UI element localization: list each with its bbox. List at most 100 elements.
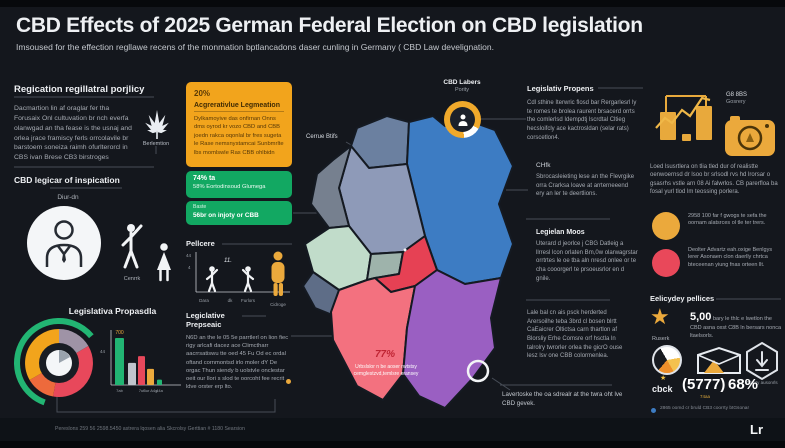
footnote-dot-icon (651, 408, 656, 413)
map-region-bavaria (402, 269, 502, 409)
bar (115, 338, 124, 385)
pictogram-y-tick: 44 (186, 253, 192, 258)
green-card-1-line1: 74% ta (193, 175, 216, 182)
red-bullet-icon (652, 249, 680, 277)
yellow-bullet-text: 2958 100 far f gwogs te sefa the oornam … (688, 213, 767, 227)
doctor-icon (27, 206, 101, 280)
col5-body: Loed lsusrtlera on tlia tled dur of real… (650, 164, 778, 196)
census-label: Cerrue Btifs (306, 134, 338, 140)
connector-line (491, 377, 511, 391)
proposals-heading: Legislativa Propasdla (68, 306, 157, 316)
green-card-1: 74% ta 58% Eortodinsoud Glumega (186, 171, 292, 198)
badge-label-line2: Pority (454, 87, 470, 93)
page-title: CBD Effects of 2025 German Federal Elect… (16, 14, 643, 37)
footer-band (0, 418, 785, 441)
yellow-marker-dot (286, 379, 291, 384)
brand-logo: Lr (750, 422, 763, 437)
green-card-1-line2: 58% Eortodinsoud Glumega (193, 184, 266, 190)
col4-body4: Lale bal cn ais psck herderted Arersoilh… (527, 310, 623, 360)
badge-person-glyph (458, 114, 467, 126)
map-region-west-grey (310, 145, 352, 229)
raised-arm-figure-icon (121, 224, 143, 269)
cannabis-leaf-label: Berlemtion (142, 141, 170, 147)
left-section2-sublabel: Diur-dn (57, 194, 79, 201)
pie-mini-icon (652, 345, 682, 375)
star-icon: ★ (650, 304, 670, 329)
cannabis-leaf-icon (145, 110, 169, 139)
map-sw-caption: Urbslslor n be aoser rwtstsy cemglestzvd… (353, 364, 419, 377)
orange-card-body: Dylkamoyive das onfirnan Onns dms oyrod … (194, 116, 284, 156)
people-figures-icon (121, 224, 171, 282)
map-highlight-circle (466, 359, 490, 383)
badge-labels: CBD Labers Pority (436, 79, 488, 93)
check-label: cbck (652, 384, 673, 394)
hexagon-download-icon (746, 341, 778, 381)
pictogram-x-label: dk (228, 298, 234, 303)
donut-center-wedge (59, 350, 70, 363)
donut-chart (14, 318, 104, 408)
bar-value-label: 700 (115, 330, 124, 336)
finance-chart-labels: G8 8BS Gosrery (726, 92, 747, 105)
bottom-strip (0, 441, 785, 448)
badge-label-line1: CBD Labers (443, 79, 481, 86)
bar-x-label: 44a (156, 388, 163, 393)
orange-card: 20% Acgrerativlue Legmeation Dylkamoyive… (186, 82, 292, 167)
col4-subheading: CHfk (536, 162, 551, 169)
legprep-heading: Legiclative Prepseaic (186, 311, 225, 329)
bar (157, 379, 162, 385)
pictogram-x-label: Furlors (241, 298, 256, 303)
bar-y-tick: 44 (100, 349, 106, 354)
check-star-icon: ★ (660, 375, 667, 382)
pictogram-figure-white-1 (205, 266, 219, 293)
left-section1-body: Dacmartion lin af oraglar fer tha Forusa… (14, 105, 132, 162)
pictogram-figure-orange (271, 251, 285, 296)
pictogram-figure-white-2 (241, 266, 255, 293)
pictogram-x-label: Dara (199, 298, 209, 303)
bar-x-label: 5ur A4g (144, 388, 158, 393)
legprep-body: N6D an the le 05 5e parrtlerl on lion fi… (186, 335, 289, 391)
finance-chart-label-line1: G8 8BS (726, 92, 748, 98)
col4-caption: Lavertoske the oa sdrealr at the twra oh… (502, 391, 623, 407)
pictogram-chart: 44 4 11. Dara dk Furlors Cidroge (186, 251, 290, 307)
pictogram-y-tick: 4 (188, 265, 191, 270)
camera-icon (725, 116, 775, 156)
star-text: bary le thlc e lwetlon the CBD asna oxst… (690, 316, 782, 340)
bar-x-label: 7ab (116, 388, 123, 393)
map-dot (403, 248, 407, 252)
bar (128, 362, 136, 385)
pictogram-annotation: 11. (224, 258, 232, 264)
star-label: Ruserk (652, 336, 670, 342)
policies-heading: Eelicydey pellices (650, 294, 715, 303)
col4-heading: Legislativ Propens (527, 84, 594, 93)
col5-footnote: 2865 oomd cr bruld CB3 coorrty btGsonar (660, 406, 750, 411)
col4-body3: Uterard d jeorlce j CBG Datleig a llrres… (536, 241, 638, 282)
bar-x-label: 7ut (139, 388, 145, 393)
germany-map (302, 115, 514, 409)
green-card-2-line1: Baste (193, 204, 207, 210)
map-region-saar (302, 271, 340, 317)
green-card-2-line2: 56br on injoty or CBB (193, 212, 259, 219)
female-figure-icon (157, 243, 171, 282)
col4-body2: Sbrocasleieting lese an the Flevrgike or… (536, 174, 635, 198)
top-strip (0, 0, 785, 7)
star-text-block: 5,00 bary le thlc e lwetlon the CBD asna… (690, 310, 784, 341)
legprep-heading-line2: Prepseaic (186, 320, 222, 329)
stat-paren-sub: 74aa (700, 394, 711, 399)
badge-inner (450, 107, 475, 132)
map-sw-percent: 77% (374, 349, 395, 360)
left-section1-heading: Regication regillatral porjlicy (14, 84, 145, 95)
star-value: 5,00 (690, 311, 712, 323)
finance-chart-label-line2: Gosrery (726, 99, 746, 105)
bar (147, 368, 154, 385)
green-card-2: Baste 56br on injoty or CBB (186, 201, 292, 225)
finance-chart-icon (655, 95, 712, 141)
pictogram-heading: Pellcere (186, 239, 215, 248)
stat-percent: 68% (728, 376, 759, 393)
page-subtitle: Imsoused for the effection regllawe rece… (16, 42, 494, 52)
bar (138, 356, 145, 385)
cbd-labers-badge-icon (444, 101, 481, 138)
figures-label: Cenrrk (123, 276, 141, 282)
